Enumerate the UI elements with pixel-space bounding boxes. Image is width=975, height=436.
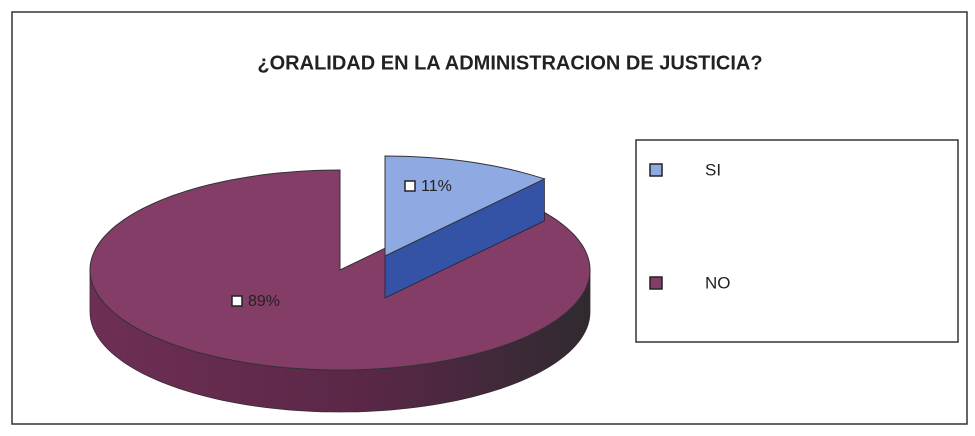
legend: SI NO [649, 160, 731, 292]
pie: 11% 89% [89, 155, 591, 413]
legend-swatch [649, 163, 663, 177]
slice [384, 155, 546, 257]
data-label: 89% [248, 293, 280, 310]
legend-label: NO [705, 273, 731, 292]
label-key [231, 295, 243, 307]
label-key [404, 180, 416, 192]
legend-label: SI [705, 160, 721, 179]
chart-title: ¿ORALIDAD EN LA ADMINISTRACION DE JUSTIC… [257, 52, 762, 74]
legend-swatch [649, 276, 663, 290]
legend-box [635, 139, 959, 343]
data-label: 11% [421, 178, 452, 195]
